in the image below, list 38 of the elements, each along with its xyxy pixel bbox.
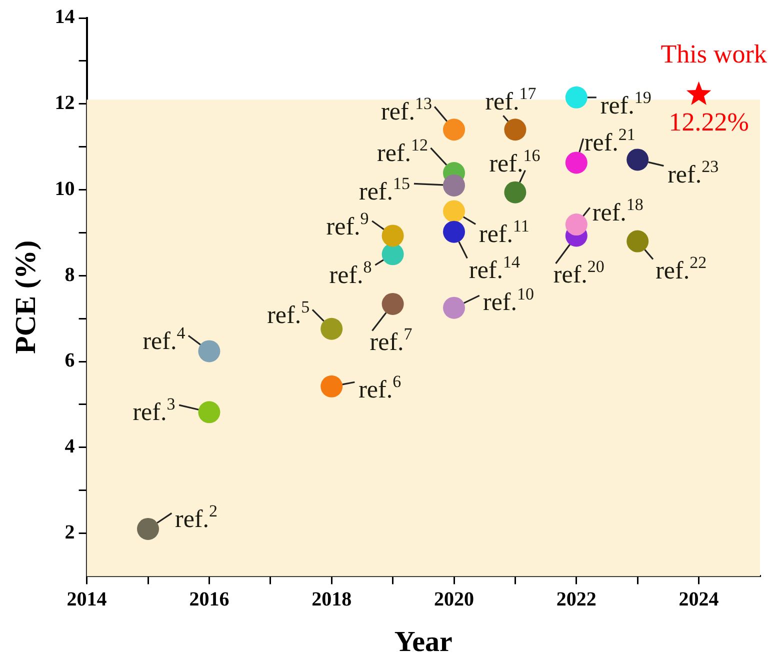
y-tick-label: 14 (54, 6, 75, 28)
point (565, 214, 588, 236)
point (565, 152, 588, 174)
point (382, 224, 404, 247)
x-tick-label: 2018 (312, 588, 352, 610)
y-tick-label: 2 (64, 521, 75, 544)
series-label: This work (660, 39, 767, 68)
y-tick-label: 4 (64, 436, 75, 458)
point (443, 200, 465, 222)
point (382, 243, 404, 266)
point (137, 518, 159, 540)
y-tick-label: 6 (64, 350, 75, 372)
point (504, 181, 526, 204)
x-tick-label: 2014 (66, 588, 107, 610)
y-tick-label: 12 (54, 92, 75, 114)
point (443, 174, 465, 196)
point (198, 340, 220, 362)
y-tick-label: 8 (64, 264, 75, 286)
data-label: 12.22% (668, 107, 749, 136)
y-axis-title: PCE (%) (10, 240, 42, 354)
point (565, 86, 588, 108)
point (686, 81, 712, 105)
point (443, 118, 465, 141)
point (504, 118, 526, 141)
point (198, 401, 220, 424)
y-tick-label: 10 (54, 178, 75, 200)
x-axis-title: Year (394, 626, 453, 658)
point (626, 230, 649, 252)
point (320, 375, 343, 398)
point (443, 220, 465, 243)
x-tick-label: 2020 (434, 588, 474, 610)
x-tick-label: 2016 (189, 588, 230, 610)
x-tick-label: 2022 (556, 588, 596, 610)
point (626, 148, 649, 171)
x-tick-label: 2024 (678, 588, 719, 610)
point (382, 292, 404, 315)
point (320, 318, 343, 340)
point (443, 296, 465, 319)
